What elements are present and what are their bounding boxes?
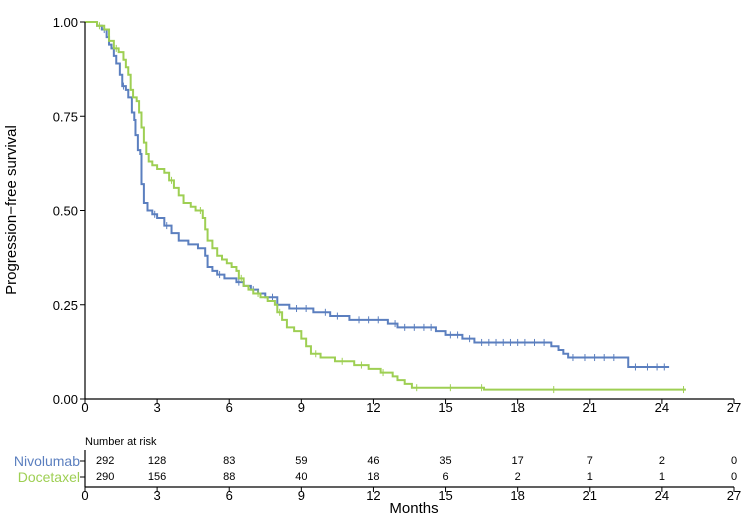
y-tick-label: 0.50 [53,204,78,219]
risk-x-tick-label: 27 [727,488,741,503]
risk-count: 0 [731,471,737,483]
risk-x-tick-label: 21 [583,488,597,503]
risk-count: 40 [295,471,307,483]
series-docetaxel [85,21,686,394]
y-axis-title: Progression−free survival [3,125,20,295]
risk-count: 6 [442,471,448,483]
risk-count: 292 [96,455,114,467]
risk-table: Nivolumab 292 128 83 59 46 35 17 7 2 0 Docetaxel 290… [14,453,737,485]
risk-count: 46 [367,455,379,467]
risk-x-tick-label: 9 [298,488,305,503]
series-layer [85,21,686,394]
y-tick-label: 0.75 [53,109,78,124]
x-axis-ticks: 0 3 6 9 12 15 18 21 24 27 [81,399,741,415]
risk-count: 2 [515,471,521,483]
risk-x-tick-label: 3 [153,488,160,503]
x-tick-label: 12 [366,400,380,415]
risk-row-label-nivolumab: Nivolumab [14,453,80,469]
risk-count: 83 [223,455,235,467]
survival-line-nivolumab [85,21,670,368]
y-tick-label: 0.00 [53,392,78,407]
risk-x-tick-label: 0 [81,488,88,503]
risk-count: 59 [295,455,307,467]
x-tick-label: 18 [510,400,524,415]
risk-count: 17 [512,455,524,467]
x-tick-label: 24 [655,400,669,415]
risk-count: 2 [659,455,665,467]
risk-count: 1 [587,471,593,483]
x-tick-label: 15 [438,400,452,415]
y-tick-label: 1.00 [53,15,78,30]
risk-x-axis-ticks: 0 3 6 9 12 15 18 21 24 27 [81,487,741,503]
survival-line-docetaxel [85,21,686,391]
risk-count: 128 [148,455,166,467]
x-tick-label: 9 [298,400,305,415]
risk-x-tick-label: 15 [438,488,452,503]
risk-count: 35 [439,455,451,467]
series-nivolumab [85,21,670,371]
risk-count: 7 [587,455,593,467]
risk-count: 88 [223,471,235,483]
risk-x-tick-label: 12 [366,488,380,503]
x-tick-label: 27 [727,400,741,415]
x-tick-label: 6 [226,400,233,415]
risk-count: 156 [148,471,166,483]
risk-count: 290 [96,471,114,483]
risk-count: 18 [367,471,379,483]
x-tick-label: 3 [153,400,160,415]
x-tick-label: 0 [81,400,88,415]
risk-x-tick-label: 18 [510,488,524,503]
x-axis-title: Months [389,500,438,517]
risk-x-tick-label: 6 [226,488,233,503]
x-tick-label: 21 [583,400,597,415]
risk-x-tick-label: 24 [655,488,669,503]
risk-table-title: Number at risk [85,436,157,448]
y-axis-ticks: 0.00 0.25 0.50 0.75 1.00 [53,15,85,407]
risk-row-label-docetaxel: Docetaxel [18,469,80,485]
risk-count: 1 [659,471,665,483]
risk-count: 0 [731,455,737,467]
y-tick-label: 0.25 [53,298,78,313]
